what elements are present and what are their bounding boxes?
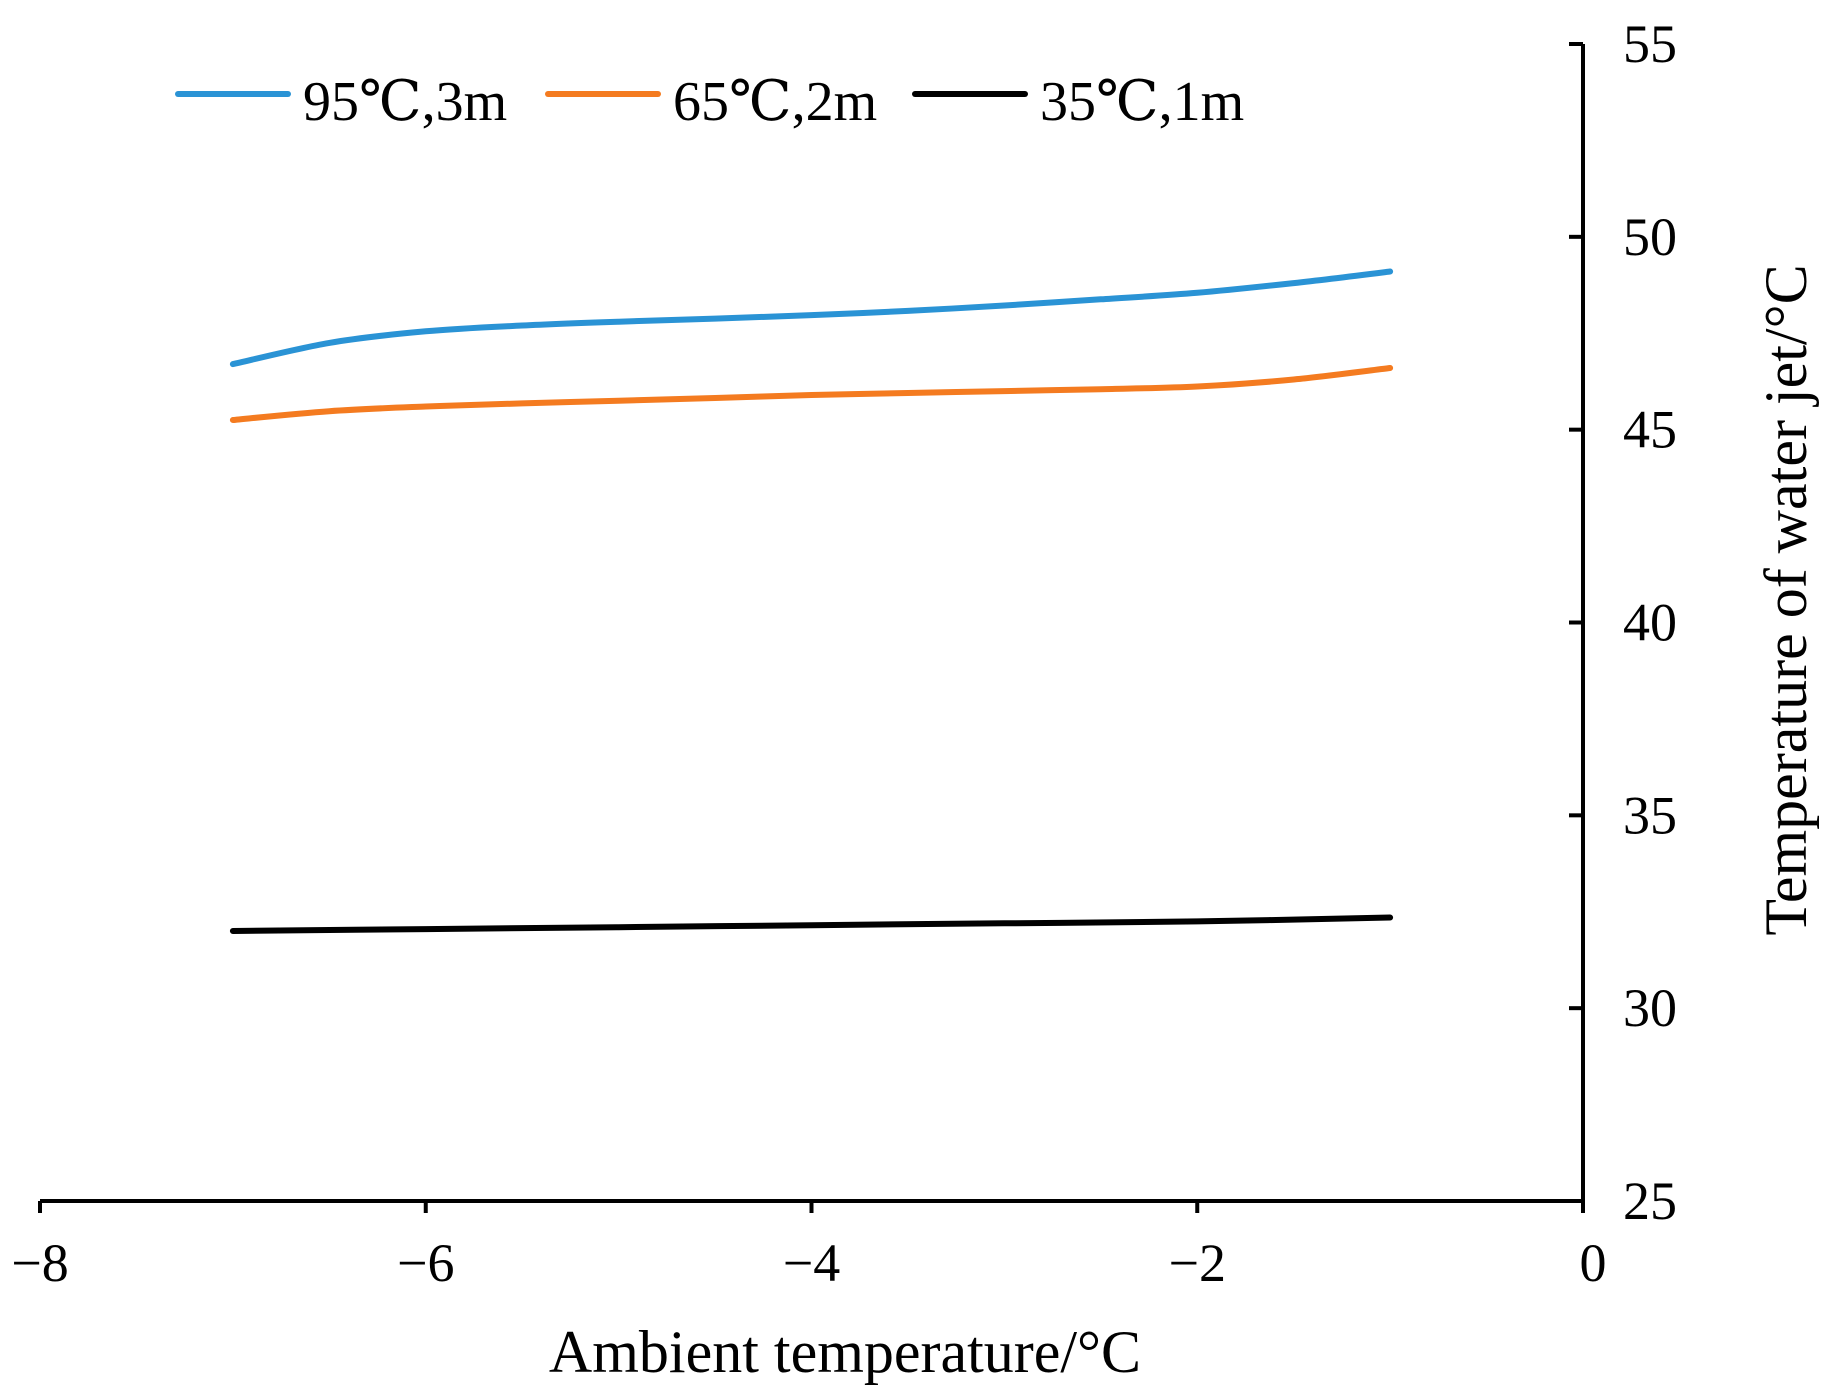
- axes: −8 −6 −4 −2 0 25 30 35 40 45 50 55: [11, 14, 1677, 1293]
- y-tick-label: 55: [1623, 14, 1677, 74]
- x-tick-label: −4: [783, 1233, 840, 1293]
- y-tick-label: 25: [1623, 1171, 1677, 1231]
- legend-label-3: 35℃,1m: [1040, 71, 1244, 133]
- legend-label-2: 65℃,2m: [673, 71, 877, 133]
- x-tick-label: −6: [397, 1233, 454, 1293]
- legend: 95℃,3m 65℃,2m 35℃,1m: [175, 71, 1244, 133]
- x-tick-label: −8: [11, 1233, 68, 1293]
- series-line-3: [229, 914, 1394, 934]
- series-line-1: [229, 268, 1394, 368]
- y-tick-label: 40: [1623, 593, 1677, 653]
- series-layer: [229, 268, 1394, 934]
- legend-label-1: 95℃,3m: [303, 71, 507, 133]
- x-axis-title: Ambient temperature/°C: [549, 1319, 1141, 1385]
- x-tick-label: −2: [1169, 1233, 1226, 1293]
- x-tick-label: 0: [1580, 1233, 1607, 1293]
- y-tick-label: 30: [1623, 978, 1677, 1038]
- series-line-2: [229, 365, 1394, 423]
- y-tick-label: 45: [1623, 400, 1677, 460]
- y-axis-title: Temperature of water jet/°C: [1753, 264, 1819, 935]
- y-tick-label: 50: [1623, 207, 1677, 267]
- y-tick-label: 35: [1623, 785, 1677, 845]
